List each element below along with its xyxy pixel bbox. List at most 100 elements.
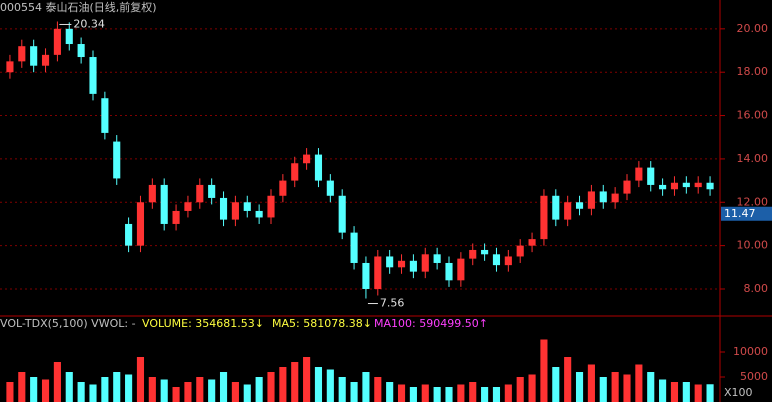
- candle-body: [587, 191, 595, 209]
- legend-ma100: MA100: 590499.50↑: [374, 317, 488, 330]
- volume-bar: [552, 367, 560, 402]
- candle-body: [53, 28, 61, 55]
- volume-bar: [291, 362, 299, 402]
- volume-bar: [647, 372, 655, 402]
- y-tick-label: 12.00: [737, 195, 769, 208]
- volume-bar: [172, 387, 180, 402]
- candle-body: [552, 195, 560, 220]
- volume-bar: [219, 372, 228, 402]
- volume-bar: [89, 384, 97, 402]
- volume-bar: [374, 377, 382, 402]
- volume-bar: [196, 377, 204, 402]
- candle-body: [409, 260, 417, 272]
- volume-bar: [421, 384, 429, 402]
- candle-body: [374, 256, 382, 289]
- y-tick-label: 16.00: [737, 109, 769, 122]
- volume-bar: [350, 382, 358, 402]
- candle-body: [279, 180, 287, 196]
- volume-bar: [445, 387, 453, 402]
- volume-bar: [623, 374, 631, 402]
- volume-bar: [314, 367, 323, 402]
- candle-body: [148, 184, 156, 203]
- volume-bar: [504, 384, 512, 402]
- volume-bar: [362, 372, 370, 402]
- volume-bar: [30, 377, 38, 402]
- volume-bar: [564, 357, 572, 402]
- volume-bar: [469, 382, 477, 402]
- candle-body: [125, 223, 133, 246]
- candle-body: [231, 202, 239, 220]
- volume-bar: [231, 382, 239, 402]
- candle-body: [196, 184, 204, 203]
- candle-body: [670, 182, 679, 190]
- volume-bar: [587, 364, 595, 402]
- candle-body: [421, 254, 429, 272]
- candle-body: [291, 163, 299, 181]
- volume-bar: [409, 387, 417, 402]
- candle-body: [457, 258, 465, 281]
- volume-bar: [18, 372, 26, 402]
- candle-body: [243, 202, 251, 211]
- y-tick-label: 14.00: [737, 152, 769, 165]
- candle-body: [599, 191, 607, 203]
- y-tick-label: 5000: [740, 370, 768, 383]
- volume-bar: [267, 372, 275, 402]
- candle-body: [113, 141, 121, 179]
- volume-bar: [303, 357, 311, 402]
- candle-body: [160, 184, 168, 224]
- volume-bar: [184, 382, 192, 402]
- candle-body: [362, 262, 370, 289]
- candle-body: [540, 195, 548, 240]
- volume-bar: [611, 372, 619, 402]
- volume-bar: [706, 384, 714, 402]
- volume-bar: [433, 387, 441, 402]
- volume-bar: [670, 382, 679, 402]
- y-tick-label: 8.00: [744, 282, 769, 295]
- volume-bar: [397, 384, 406, 402]
- volume-bar: [682, 382, 690, 402]
- candle-body: [528, 239, 536, 246]
- volume-bar: [41, 379, 50, 402]
- volume-bar: [208, 379, 216, 402]
- candle-body: [89, 57, 97, 94]
- legend-volume: VOLUME: 354681.53↓: [142, 317, 264, 330]
- candle-body: [516, 245, 524, 257]
- candle-body: [18, 46, 26, 62]
- candle-body: [101, 98, 109, 133]
- y-tick-label: 10000: [733, 345, 768, 358]
- volume-bar: [125, 374, 133, 402]
- volume-bar: [255, 377, 263, 402]
- legend-ma5: MA5: 581078.38↓: [272, 317, 372, 330]
- candle-body: [65, 28, 73, 45]
- volume-bar: [386, 382, 394, 402]
- candle-body: [682, 182, 690, 188]
- candle-body: [350, 232, 358, 263]
- candle-body: [706, 182, 714, 190]
- candle-body: [267, 195, 275, 218]
- volume-bar: [65, 372, 73, 402]
- candle-body: [433, 254, 441, 263]
- candle-body: [6, 61, 14, 73]
- candle-body: [611, 193, 619, 203]
- candle-body: [564, 202, 572, 220]
- volume-bar: [136, 357, 145, 402]
- volume-bar: [101, 377, 109, 402]
- candle-body: [184, 202, 192, 211]
- volume-bar: [635, 364, 643, 402]
- volume-bar: [528, 374, 536, 402]
- volume-bar: [338, 377, 346, 402]
- volume-bar: [279, 367, 287, 402]
- volume-title: VOL-TDX(5,100) VWOL: -: [0, 317, 136, 330]
- candle-body: [386, 256, 394, 268]
- volume-bar: [516, 377, 524, 402]
- candle-body: [397, 260, 406, 268]
- volume-bar: [6, 382, 14, 402]
- candle-body: [445, 262, 453, 281]
- max-label: 20.34: [73, 17, 105, 30]
- candle-body: [77, 44, 85, 58]
- min-label: 7.56: [380, 297, 405, 310]
- volume-bar: [659, 379, 667, 402]
- volume-bar: [481, 387, 489, 402]
- volume-bar: [77, 382, 85, 402]
